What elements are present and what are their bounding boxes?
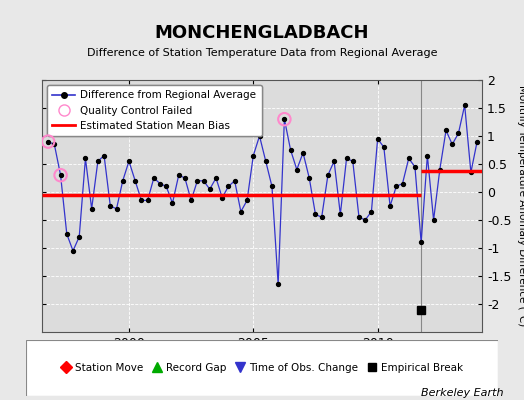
Point [181,175,189,181]
Point [249,152,257,159]
Point [243,197,252,204]
Point [137,197,146,204]
Point [405,155,413,162]
Point [311,211,320,218]
Point [417,239,425,246]
Point [318,214,326,220]
Legend: Difference from Regional Average, Quality Control Failed, Estimated Station Mean: Difference from Regional Average, Qualit… [47,85,261,136]
Text: MONCHENGLADBACH: MONCHENGLADBACH [155,24,369,42]
Point [224,183,233,190]
Text: Difference of Station Temperature Data from Regional Average: Difference of Station Temperature Data f… [87,48,437,58]
Point [62,231,71,237]
Legend: Station Move, Record Gap, Time of Obs. Change, Empirical Break: Station Move, Record Gap, Time of Obs. C… [57,360,467,376]
Point [280,116,289,122]
Point [330,158,339,164]
Point [386,203,394,209]
Point [473,138,482,145]
Point [299,150,307,156]
Point [292,166,301,173]
Point [187,197,195,204]
Point [380,144,388,150]
Point [268,183,276,190]
Point [231,178,239,184]
Point [205,186,214,192]
Point [94,158,102,164]
Point [69,248,77,254]
Point [305,175,313,181]
Point [131,178,139,184]
Point [280,116,289,122]
Point [125,158,133,164]
Point [218,194,226,201]
Point [287,147,295,153]
Point [193,178,202,184]
Point [448,141,456,148]
Point [88,206,96,212]
Point [118,178,127,184]
Point [57,172,65,178]
Text: Berkeley Earth: Berkeley Earth [421,388,503,398]
Point [150,175,158,181]
Point [162,183,170,190]
FancyBboxPatch shape [26,340,498,396]
Point [361,217,369,223]
Point [454,130,463,136]
Point [255,133,264,139]
Point [367,208,376,215]
Point [212,175,220,181]
Point [50,141,59,148]
Point [168,200,177,206]
Point [336,211,344,218]
Y-axis label: Monthly Temperature Anomaly Difference (°C): Monthly Temperature Anomaly Difference (… [517,85,524,327]
Point [435,166,444,173]
Point [199,178,208,184]
Point [348,158,357,164]
Point [106,203,115,209]
Point [261,158,270,164]
Point [81,155,90,162]
Point [374,136,382,142]
Point [174,172,183,178]
Point [156,180,164,187]
Point [44,138,52,145]
Point [324,172,332,178]
Point [57,172,65,178]
Point [411,164,419,170]
Point [112,206,121,212]
Point [100,152,108,159]
Point [398,180,407,187]
Point [429,217,438,223]
Point [237,208,245,215]
Point [342,155,351,162]
Point [44,138,52,145]
Point [144,197,152,204]
Point [392,183,400,190]
Point [442,127,450,134]
Point [467,169,475,176]
Point [355,214,363,220]
Point [274,281,282,288]
Point [423,152,432,159]
Point [75,234,83,240]
Point [461,102,469,108]
